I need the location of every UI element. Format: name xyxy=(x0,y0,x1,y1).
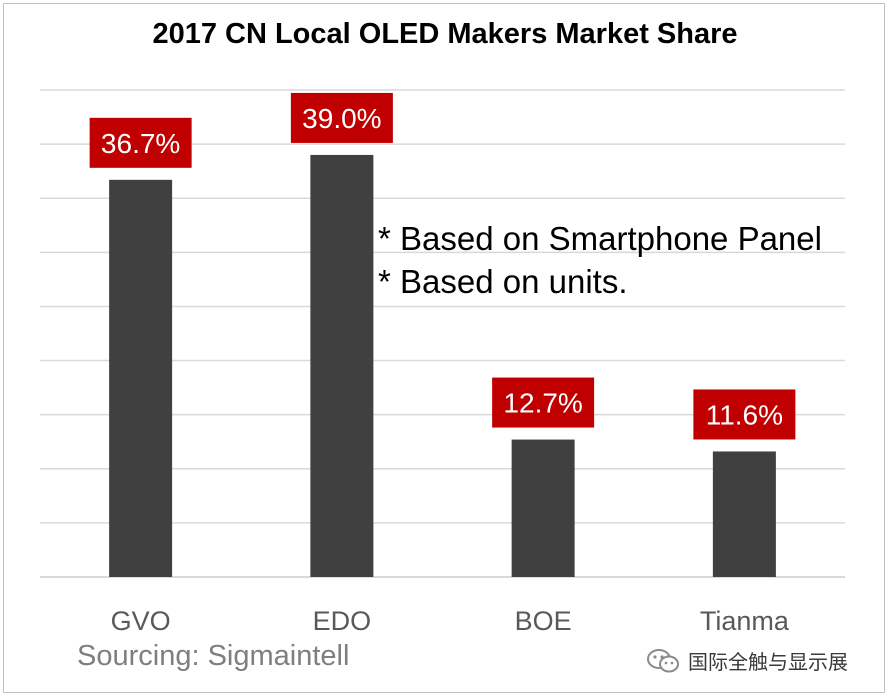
bar-gvo xyxy=(109,179,173,577)
data-labels: 36.7% 39.0% 12.7% 11.6% xyxy=(89,92,796,440)
data-label-boe: 12.7% xyxy=(503,388,582,419)
watermark-text: 国际全触与显示展 xyxy=(688,650,848,674)
data-label-box xyxy=(693,389,796,440)
chart-title: 2017 CN Local OLED Makers Market Share xyxy=(152,18,738,50)
watermark: 国际全触与显示展 xyxy=(646,646,848,675)
data-label-edo: 39.0% xyxy=(302,103,381,134)
tick-label-tianma: Tianma xyxy=(700,606,790,636)
tick-label-edo: EDO xyxy=(313,606,372,636)
x-tick-labels: GVO EDO BOE Tianma xyxy=(111,606,790,636)
tick-label-boe: BOE xyxy=(515,606,572,636)
bar-tianma xyxy=(712,451,776,577)
annotation-units: * Based on units. xyxy=(378,263,628,300)
data-label-gvo: 36.7% xyxy=(101,128,180,159)
data-label-box xyxy=(290,92,393,143)
bar-boe xyxy=(511,439,575,577)
bars xyxy=(109,154,776,577)
wechat-icon xyxy=(647,648,679,672)
data-label-tianma: 11.6% xyxy=(706,399,783,430)
bar-edo xyxy=(310,154,374,577)
tick-label-gvo: GVO xyxy=(111,606,171,636)
annotation-smartphone-panel: * Based on Smartphone Panel xyxy=(378,220,822,257)
source-note: Sourcing: Sigmaintell xyxy=(77,640,350,672)
data-label-box xyxy=(89,117,192,168)
data-label-box xyxy=(492,377,595,428)
